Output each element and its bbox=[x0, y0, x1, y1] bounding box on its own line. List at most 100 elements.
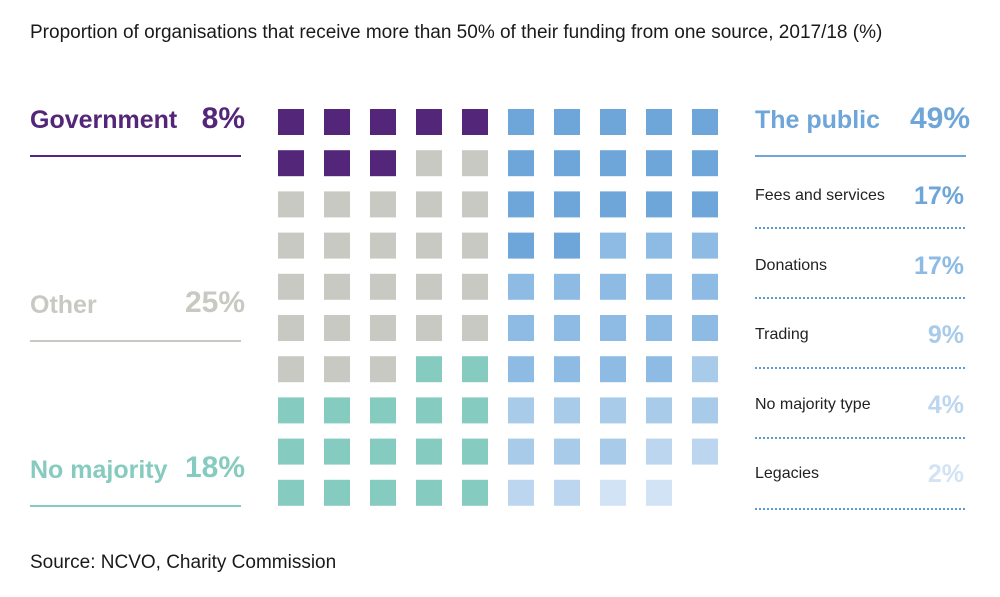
fees-and-services-square bbox=[554, 191, 580, 218]
fees-and-services-square bbox=[508, 191, 534, 218]
no-majority-square bbox=[278, 438, 304, 465]
public-label: The public bbox=[755, 106, 880, 134]
other-square bbox=[370, 356, 396, 383]
government-value: 8% bbox=[201, 102, 245, 135]
no-majority-square bbox=[370, 479, 396, 506]
trading-square bbox=[600, 438, 626, 465]
donations-square bbox=[554, 356, 580, 383]
fees-and-services-square bbox=[508, 232, 534, 259]
government-rule bbox=[30, 155, 241, 157]
no-majority-type-square bbox=[554, 479, 580, 506]
trading-square bbox=[508, 438, 534, 465]
trading-square bbox=[508, 397, 534, 424]
other-square bbox=[416, 315, 442, 341]
other-label: Other bbox=[30, 291, 97, 319]
fees-label: Fees and services bbox=[755, 187, 885, 204]
other-square bbox=[324, 315, 350, 341]
other-square bbox=[416, 150, 442, 177]
other-square bbox=[324, 273, 350, 300]
no-majority-type-value: 4% bbox=[927, 391, 964, 419]
no-majority-square bbox=[462, 438, 488, 465]
government-square bbox=[324, 109, 350, 135]
other-square bbox=[370, 273, 396, 300]
no-majority-square bbox=[278, 397, 304, 424]
trading-divider bbox=[755, 367, 965, 369]
fees-and-services-square bbox=[554, 150, 580, 177]
fees-and-services-square bbox=[600, 109, 626, 135]
legacies-square bbox=[646, 479, 672, 506]
no-majority-square bbox=[462, 356, 488, 383]
donations-square bbox=[600, 232, 626, 259]
other-square bbox=[416, 191, 442, 218]
other-square bbox=[278, 315, 304, 341]
no-majority-square bbox=[278, 479, 304, 506]
donations-square bbox=[508, 273, 534, 300]
other-value: 25% bbox=[184, 286, 245, 319]
other-square bbox=[278, 273, 304, 300]
fees-and-services-square bbox=[554, 109, 580, 135]
no-majority-type-square bbox=[646, 438, 672, 465]
other-square bbox=[462, 232, 488, 259]
other-square bbox=[462, 150, 488, 177]
other-square bbox=[416, 232, 442, 259]
other-square bbox=[278, 356, 304, 383]
other-rule bbox=[30, 340, 241, 342]
government-square bbox=[324, 150, 350, 177]
no-majority-label: No majority bbox=[30, 456, 168, 484]
no-majority-square bbox=[462, 479, 488, 506]
government-square bbox=[462, 109, 488, 135]
public-rule bbox=[755, 155, 966, 157]
donations-square bbox=[646, 232, 672, 259]
trading-value: 9% bbox=[927, 321, 964, 349]
no-majority-square bbox=[370, 397, 396, 424]
fees-divider bbox=[755, 227, 965, 229]
no-majority-square bbox=[324, 479, 350, 506]
fees-and-services-square bbox=[508, 150, 534, 177]
fees-and-services-square bbox=[646, 150, 672, 177]
fees-and-services-square bbox=[554, 232, 580, 259]
public-value: 49% bbox=[909, 102, 970, 135]
no-majority-type-divider bbox=[755, 437, 965, 439]
no-majority-square bbox=[324, 438, 350, 465]
legacies-label: Legacies bbox=[755, 465, 820, 482]
trading-square bbox=[692, 397, 718, 424]
legacies-value: 2% bbox=[927, 460, 964, 488]
fees-and-services-square bbox=[600, 150, 626, 177]
other-square bbox=[416, 273, 442, 300]
no-majority-square bbox=[416, 438, 442, 465]
other-square bbox=[278, 232, 304, 259]
legacies-square bbox=[600, 479, 626, 506]
donations-square bbox=[554, 273, 580, 300]
donations-square bbox=[508, 315, 534, 341]
no-majority-square bbox=[416, 397, 442, 424]
fees-and-services-square bbox=[600, 191, 626, 218]
other-square bbox=[370, 315, 396, 341]
trading-square bbox=[554, 438, 580, 465]
other-square bbox=[324, 191, 350, 218]
donations-square bbox=[692, 232, 718, 259]
donations-square bbox=[692, 273, 718, 300]
donations-square bbox=[600, 315, 626, 341]
donations-square bbox=[646, 273, 672, 300]
other-square bbox=[462, 191, 488, 218]
no-majority-square bbox=[416, 479, 442, 506]
donations-square bbox=[508, 356, 534, 383]
fees-and-services-square bbox=[692, 150, 718, 177]
trading-square bbox=[646, 397, 672, 424]
government-square bbox=[370, 150, 396, 177]
other-square bbox=[462, 273, 488, 300]
trading-square bbox=[554, 397, 580, 424]
government-square bbox=[278, 109, 304, 135]
donations-square bbox=[646, 356, 672, 383]
no-majority-type-square bbox=[508, 479, 534, 506]
fees-and-services-square bbox=[646, 109, 672, 135]
other-square bbox=[324, 356, 350, 383]
fees-and-services-square bbox=[692, 191, 718, 218]
other-square bbox=[370, 191, 396, 218]
trading-label: Trading bbox=[755, 326, 809, 343]
no-majority-type-label: No majority type bbox=[755, 396, 871, 413]
other-square bbox=[370, 232, 396, 259]
government-square bbox=[370, 109, 396, 135]
government-square bbox=[416, 109, 442, 135]
